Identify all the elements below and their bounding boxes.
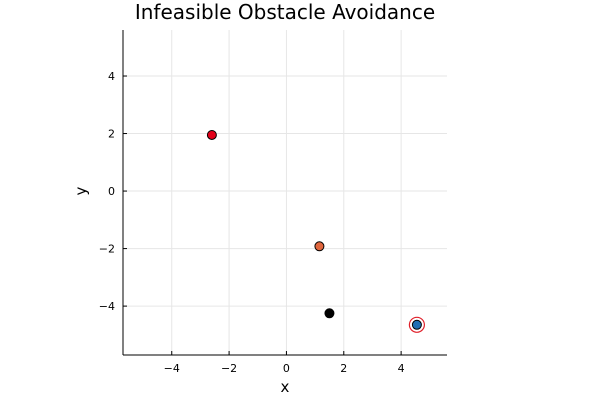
x-tick-label: 2 bbox=[340, 362, 347, 375]
x-tick-label: −2 bbox=[221, 362, 237, 375]
data-points bbox=[206, 129, 425, 333]
y-tick-label: −4 bbox=[99, 300, 115, 313]
y-ticks: −4 −2 0 2 4 bbox=[99, 70, 127, 313]
grid bbox=[123, 30, 447, 355]
x-tick-label: 0 bbox=[283, 362, 290, 375]
x-ticks: −4 −2 0 2 4 bbox=[164, 351, 405, 375]
data-point bbox=[314, 241, 325, 252]
x-axis-label: x bbox=[281, 378, 290, 396]
data-point bbox=[411, 319, 422, 330]
y-tick-label: 4 bbox=[108, 70, 115, 83]
y-tick-label: −2 bbox=[99, 243, 115, 256]
x-tick-label: −4 bbox=[164, 362, 180, 375]
data-point bbox=[324, 308, 335, 319]
data-point bbox=[206, 129, 217, 140]
y-tick-label: 2 bbox=[108, 128, 115, 141]
y-axis-label: y bbox=[72, 186, 90, 195]
data-point-ring bbox=[408, 316, 425, 333]
axes bbox=[122, 30, 447, 356]
chart-title: Infeasible Obstacle Avoidance bbox=[135, 0, 435, 24]
x-tick-label: 4 bbox=[398, 362, 405, 375]
y-tick-label: 0 bbox=[108, 185, 115, 198]
